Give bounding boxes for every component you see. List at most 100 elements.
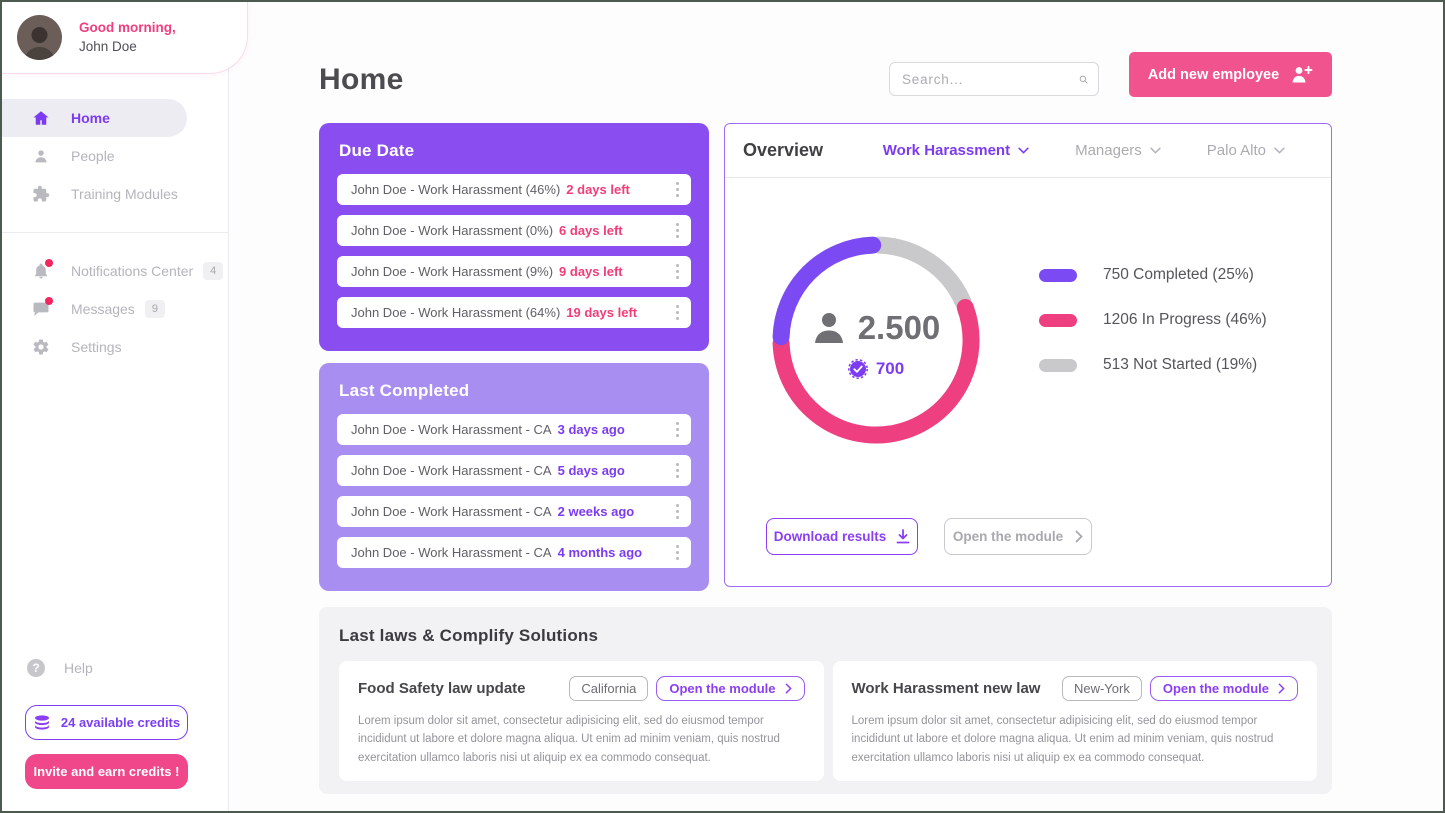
chevron-down-icon xyxy=(1018,147,1029,154)
sidebar-item-people[interactable]: People xyxy=(2,137,228,175)
last-completed-card: Last Completed John Doe - Work Harassmen… xyxy=(319,363,709,591)
last-completed-item[interactable]: John Doe - Work Harassment - CA 3 days a… xyxy=(337,414,691,445)
open-module-link[interactable]: Open the module xyxy=(656,676,805,701)
person-icon xyxy=(32,147,50,165)
legend-swatch-in-progress xyxy=(1039,313,1077,327)
kebab-menu-icon[interactable] xyxy=(673,500,683,524)
left-column: Due Date John Doe - Work Harassment (46%… xyxy=(319,123,709,591)
available-credits-button[interactable]: 24 available credits xyxy=(25,705,188,740)
kebab-menu-icon[interactable] xyxy=(673,418,683,442)
kebab-menu-icon[interactable] xyxy=(673,178,683,202)
sidebar-item-label: Notifications Center xyxy=(71,263,194,279)
chevron-right-icon xyxy=(1278,683,1285,694)
unread-dot-icon xyxy=(45,297,53,305)
total-employees-value: 2.500 xyxy=(857,309,941,346)
legend-swatch-not-started xyxy=(1039,358,1077,372)
add-new-employee-button[interactable]: Add new employee xyxy=(1129,52,1332,97)
chevron-right-icon xyxy=(785,683,792,694)
notifications-count-badge: 4 xyxy=(203,262,224,280)
overview-body: 2.500 700 xyxy=(725,178,1331,586)
content-row: Due Date John Doe - Work Harassment (46%… xyxy=(319,123,1332,591)
search-icon[interactable] xyxy=(1079,71,1088,88)
add-new-employee-label: Add new employee xyxy=(1147,66,1280,83)
legend-swatch-completed xyxy=(1039,268,1077,282)
sidebar-item-home[interactable]: Home xyxy=(2,99,187,137)
donut-segment-completed xyxy=(772,236,882,346)
due-date-item[interactable]: John Doe - Work Harassment (0%) 6 days l… xyxy=(337,215,691,246)
due-date-item[interactable]: John Doe - Work Harassment (46%) 2 days … xyxy=(337,174,691,205)
invite-earn-credits-label: Invite and earn credits ! xyxy=(33,764,180,779)
avatar[interactable] xyxy=(17,15,62,60)
state-tag[interactable]: California xyxy=(569,676,649,701)
donut-chart: 2.500 700 xyxy=(766,230,986,450)
certified-badge-icon xyxy=(847,359,868,379)
greeting-card: Good morning, John Doe xyxy=(2,2,248,74)
home-icon xyxy=(32,109,50,127)
sidebar-item-settings[interactable]: Settings xyxy=(2,328,228,366)
sidebar-item-label: Home xyxy=(71,110,110,126)
due-date-title: Due Date xyxy=(339,141,415,160)
filter-location-dropdown[interactable]: Palo Alto xyxy=(1207,142,1285,159)
last-completed-title: Last Completed xyxy=(339,381,470,400)
open-module-link[interactable]: Open the module xyxy=(1149,676,1298,701)
download-results-label: Download results xyxy=(773,529,887,544)
legend-item-not-started: 513 Not Started (19%) xyxy=(1039,356,1267,374)
avatar-photo-icon xyxy=(23,27,56,60)
overview-panel: Overview Work Harassment Managers Palo A… xyxy=(724,123,1332,587)
last-completed-item[interactable]: John Doe - Work Harassment - CA 5 days a… xyxy=(337,455,691,486)
law-card-food-safety: Food Safety law update California Open t… xyxy=(339,661,824,782)
open-module-button[interactable]: Open the module xyxy=(944,518,1092,555)
main-content: Home Add new employee xyxy=(229,2,1443,811)
chevron-down-icon xyxy=(1150,147,1161,154)
kebab-menu-icon[interactable] xyxy=(673,260,683,284)
sidebar-item-messages[interactable]: Messages 9 xyxy=(2,290,228,328)
due-date-item[interactable]: John Doe - Work Harassment (9%) 9 days l… xyxy=(337,256,691,287)
kebab-menu-icon[interactable] xyxy=(673,219,683,243)
sidebar-item-notifications-center[interactable]: Notifications Center 4 xyxy=(2,252,228,290)
legend-item-completed: 750 Completed (25%) xyxy=(1039,266,1267,284)
download-icon xyxy=(896,529,910,544)
law-card-body: Lorem ipsum dolor sit amet, consectetur … xyxy=(358,715,780,764)
donut-legend: 750 Completed (25%) 1206 In Progress (46… xyxy=(1039,266,1267,401)
user-icon xyxy=(814,313,843,343)
bell-icon xyxy=(32,259,53,280)
last-completed-item[interactable]: John Doe - Work Harassment - CA 4 months… xyxy=(337,537,691,568)
sidebar-item-help[interactable]: ? Help xyxy=(2,659,228,677)
greeting-line1: Good morning, xyxy=(79,20,176,36)
gear-icon xyxy=(32,338,50,356)
state-tag[interactable]: New-York xyxy=(1061,676,1142,701)
sidebar-item-label: Training Modules xyxy=(71,186,178,202)
sidebar-item-label: Messages xyxy=(71,301,135,317)
kebab-menu-icon[interactable] xyxy=(673,459,683,483)
search-input[interactable] xyxy=(902,71,1079,87)
coins-icon xyxy=(34,714,49,730)
unread-dot-icon xyxy=(45,259,53,267)
due-date-item[interactable]: John Doe - Work Harassment (64%) 19 days… xyxy=(337,297,691,328)
greeting-username: John Doe xyxy=(79,38,137,54)
search-box xyxy=(889,62,1099,96)
help-icon: ? xyxy=(27,659,45,677)
law-card-title: Food Safety law update xyxy=(358,680,526,697)
chevron-down-icon xyxy=(1274,147,1285,154)
law-card-body: Lorem ipsum dolor sit amet, consectetur … xyxy=(851,715,1274,764)
certified-count-value: 700 xyxy=(875,359,905,378)
filter-group-dropdown[interactable]: Managers xyxy=(1075,142,1161,159)
top-bar: Home Add new employee xyxy=(319,52,1332,97)
due-date-card: Due Date John Doe - Work Harassment (46%… xyxy=(319,123,709,351)
last-completed-item[interactable]: John Doe - Work Harassment - CA 2 weeks … xyxy=(337,496,691,527)
law-card-work-harassment: Work Harassment new law New-York Open th… xyxy=(832,661,1317,782)
kebab-menu-icon[interactable] xyxy=(673,301,683,325)
filter-module-dropdown[interactable]: Work Harassment xyxy=(883,142,1029,159)
sidebar-divider xyxy=(2,232,228,233)
help-label: Help xyxy=(64,660,93,676)
kebab-menu-icon[interactable] xyxy=(673,541,683,565)
donut-segment-not-started xyxy=(870,236,972,310)
invite-earn-credits-button[interactable]: Invite and earn credits ! xyxy=(25,754,188,789)
download-results-button[interactable]: Download results xyxy=(766,518,918,555)
sidebar-item-label: People xyxy=(71,148,115,164)
sidebar-item-training-modules[interactable]: Training Modules xyxy=(2,175,228,213)
law-card-title: Work Harassment new law xyxy=(851,680,1041,697)
sidebar-nav: Home People Training Modules xyxy=(2,99,228,366)
open-module-label: Open the module xyxy=(952,529,1064,544)
